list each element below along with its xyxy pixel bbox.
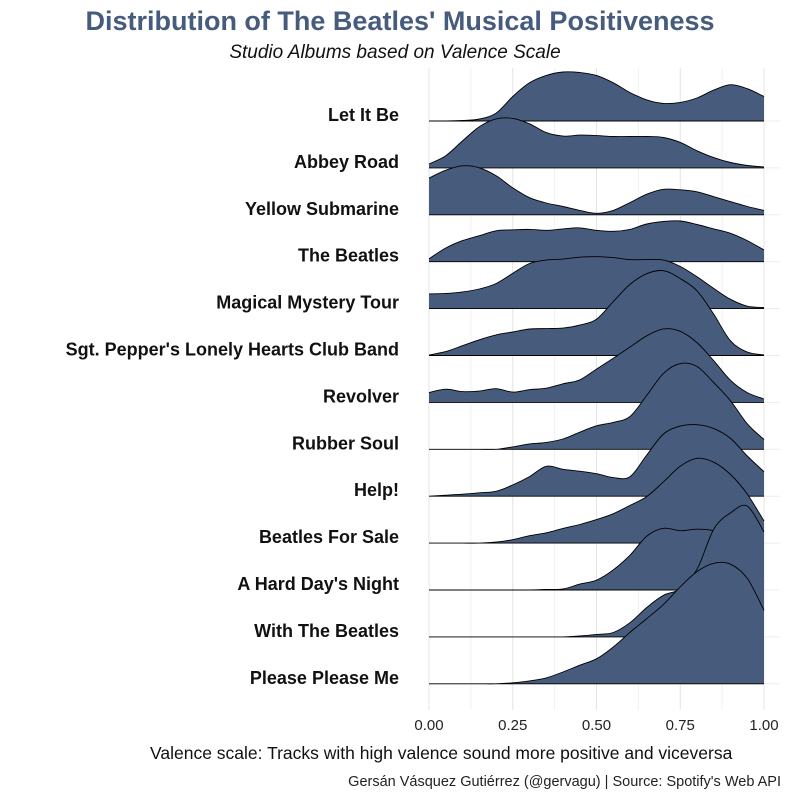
y-label-a-hard-day-s-night: A Hard Day's Night <box>237 574 399 594</box>
ridge-outline-please-please-me <box>429 561 765 685</box>
x-tick-label: 0.75 <box>666 717 695 734</box>
x-axis-label: Valence scale: Tracks with high valence … <box>150 743 733 763</box>
chart-subtitle: Studio Albums based on Valence Scale <box>229 42 561 63</box>
x-axis-ticks: 0.00 0.25 0.50 0.75 1.00 <box>414 717 778 734</box>
ridge-a-hard-day-s-night <box>429 528 764 591</box>
chart-caption: Gersán Vásquez Gutiérrez (@gervagu) | So… <box>348 774 781 790</box>
x-tick-label: 0.50 <box>582 717 611 734</box>
ridge-the-beatles <box>429 220 764 262</box>
x-tick-label: 0.25 <box>498 717 527 734</box>
y-label-yellow-submarine: Yellow Submarine <box>245 199 399 219</box>
y-label-let-it-be: Let It Be <box>328 105 399 125</box>
y-label-help: Help! <box>354 480 399 500</box>
y-label-revolver: Revolver <box>323 386 399 406</box>
y-label-sgt-pepper-s-lonely-hearts-club-band: Sgt. Pepper's Lonely Hearts Club Band <box>66 340 399 360</box>
y-axis-labels: Let It Be Abbey Road Yellow Submarine The B… <box>66 105 399 688</box>
y-label-abbey-road: Abbey Road <box>294 152 399 172</box>
ridge-please-please-me <box>429 562 764 684</box>
chart-title: Distribution of The Beatles' Musical Pos… <box>85 6 715 36</box>
y-label-beatles-for-sale: Beatles For Sale <box>259 527 399 547</box>
y-label-rubber-soul: Rubber Soul <box>292 433 399 453</box>
ridge-beatles-for-sale <box>429 458 764 544</box>
ridge-outline-let-it-be <box>428 71 765 122</box>
ridge-let-it-be <box>429 71 764 122</box>
ridge-magical-mystery-tour <box>429 256 764 309</box>
y-label-with-the-beatles: With The Beatles <box>254 621 399 641</box>
x-tick-label: 0.00 <box>414 717 443 734</box>
ridge-abbey-road <box>429 117 764 168</box>
y-label-please-please-me: Please Please Me <box>250 668 399 688</box>
x-tick-label: 1.00 <box>749 717 778 734</box>
ridge-outline-yellow-submarine <box>428 165 765 216</box>
ridge-outline-abbey-road <box>428 117 765 169</box>
y-label-the-beatles: The Beatles <box>298 246 399 266</box>
ridges <box>428 71 765 685</box>
ridge-yellow-submarine <box>429 165 764 215</box>
y-label-magical-mystery-tour: Magical Mystery Tour <box>216 293 399 313</box>
